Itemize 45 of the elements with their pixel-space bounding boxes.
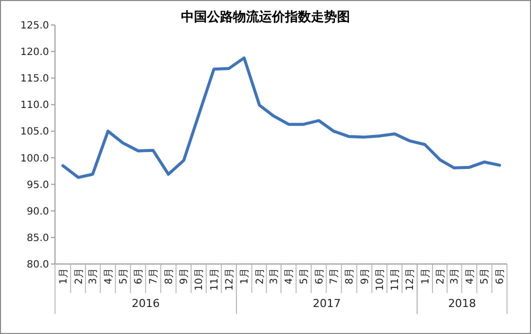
text: 2017 — [312, 297, 341, 310]
y-tick-label: 90.0 — [26, 206, 49, 218]
x-tick-label: 10月 — [194, 268, 206, 291]
x-tick-label: 7月 — [329, 268, 340, 284]
y-tick-label: 125.0 — [20, 20, 49, 32]
x-tick-label: 12月 — [404, 268, 416, 291]
x-tick-label: 4月 — [103, 268, 114, 284]
x-tick-label: 1月 — [420, 268, 432, 284]
x-tick-label: 8月 — [164, 268, 175, 284]
x-tick-label: 1月 — [240, 268, 251, 284]
y-tick-label: 100.0 — [20, 153, 49, 164]
y-tick-label: 80.0 — [26, 260, 49, 270]
chart-title: 中国公路物流运价指数走势图 — [181, 9, 350, 25]
x-tick-label: 5月 — [480, 268, 491, 284]
x-tick-label: 6月 — [495, 268, 506, 284]
y-tick-label: 85.0 — [26, 232, 49, 244]
x-tick-label: 3月 — [268, 268, 280, 284]
x-tick-label: 2月 — [74, 268, 85, 284]
x-tick-label: 11月 — [209, 268, 220, 291]
y-tick-label: 105.0 — [20, 126, 49, 138]
x-tick-label: 5月 — [299, 268, 310, 284]
x-tick-label: 11月 — [390, 268, 402, 291]
y-tick-label: 120.0 — [20, 47, 49, 58]
x-tick-label: 12月 — [224, 268, 236, 291]
y-tick-label: 110.0 — [20, 100, 49, 112]
x-tick-label: 3月 — [450, 268, 461, 284]
x-tick-label: 6月 — [314, 268, 326, 284]
line-series — [61, 56, 502, 179]
x-tick-label: 5月 — [118, 268, 130, 284]
x-tick-label: 4月 — [284, 268, 296, 284]
x-tick-label: 10月 — [374, 268, 386, 291]
x-tick-label: 7月 — [148, 268, 160, 284]
x-tick-label: 4月 — [464, 268, 476, 284]
y-tick-label: 95.0 — [26, 180, 49, 191]
x-tick-label: 8月 — [344, 268, 356, 284]
x-tick-label: 2月 — [436, 268, 447, 284]
text: 2016 — [132, 297, 160, 310]
x-tick-label: 9月 — [179, 268, 190, 284]
text: 2018 — [448, 297, 476, 310]
x-tick-label: 3月 — [88, 268, 100, 284]
x-tick-label: 1月 — [58, 268, 70, 284]
x-tick-label: 6月 — [134, 268, 145, 284]
y-tick-label: 115.0 — [20, 74, 49, 85]
x-tick-label: 9月 — [360, 268, 371, 284]
x-tick-label: 2月 — [254, 268, 266, 284]
